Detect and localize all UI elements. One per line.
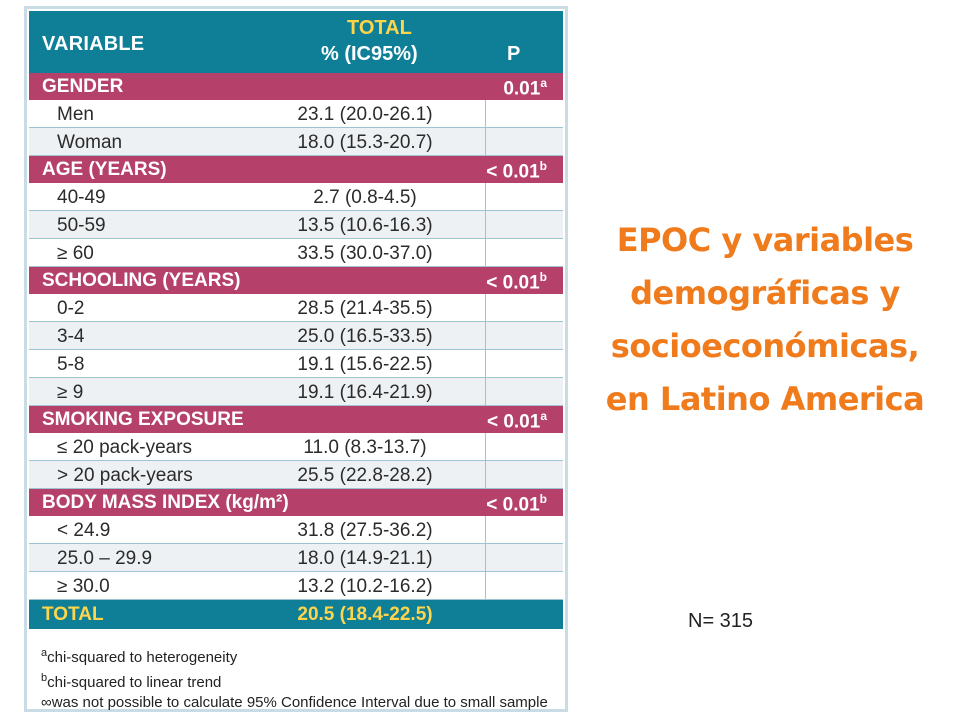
row-value: 18.0 (14.9-21.1) bbox=[297, 548, 433, 569]
row-value: 25.5 (22.8-28.2) bbox=[297, 465, 433, 486]
row-label: ≤ 20 pack-years bbox=[57, 437, 193, 458]
category-row: SCHOOLING (YEARS) < 0.01b bbox=[29, 267, 563, 294]
title-line: demográficas y bbox=[630, 274, 900, 312]
column-divider bbox=[485, 433, 486, 461]
footnote-mark: ∞ bbox=[41, 694, 52, 711]
table-row: 5-8 19.1 (15.6-22.5) bbox=[29, 350, 563, 378]
p-value: 0.01a bbox=[503, 76, 547, 100]
category-label: AGE (YEARS) bbox=[42, 159, 167, 180]
table-row: 3-4 25.0 (16.5-33.5) bbox=[29, 322, 563, 350]
row-label: ≥ 60 bbox=[57, 243, 94, 264]
row-label: Woman bbox=[57, 132, 123, 153]
row-value: 25.0 (16.5-33.5) bbox=[297, 326, 433, 347]
row-value: 31.8 (27.5-36.2) bbox=[297, 520, 433, 541]
column-divider bbox=[485, 350, 486, 378]
total-row: TOTAL 20.5 (18.4-22.5) bbox=[29, 600, 563, 629]
slide-title: EPOC y variables demográficas y socioeconó… bbox=[590, 214, 940, 426]
column-divider bbox=[485, 322, 486, 350]
column-divider bbox=[485, 516, 486, 544]
row-label: ≥ 30.0 bbox=[57, 576, 110, 597]
footnote-text: chi-squared to heterogeneity bbox=[47, 649, 238, 666]
footnote-text: chi-squared to linear trend bbox=[47, 674, 222, 691]
footnote-text: was not possible to calculate 95% Confid… bbox=[51, 694, 548, 711]
table-row: ≥ 9 19.1 (16.4-21.9) bbox=[29, 378, 563, 406]
column-divider bbox=[485, 572, 486, 600]
row-value: 18.0 (15.3-20.7) bbox=[297, 132, 433, 153]
category-label: GENDER bbox=[42, 76, 124, 97]
column-divider bbox=[485, 544, 486, 572]
total-label: TOTAL bbox=[42, 604, 104, 625]
table-row: 25.0 – 29.9 18.0 (14.9-21.1) bbox=[29, 544, 563, 572]
row-label: 25.0 – 29.9 bbox=[57, 548, 153, 569]
footnote-mark: a bbox=[41, 647, 48, 659]
row-value: 23.1 (20.0-26.1) bbox=[297, 104, 433, 125]
results-table: VARIABLE TOTAL % (IC95%) P GENDER 0.01a Me… bbox=[24, 6, 568, 712]
table-row: ≥ 30.0 13.2 (10.2-16.2) bbox=[29, 572, 563, 600]
row-value: 19.1 (15.6-22.5) bbox=[297, 354, 433, 375]
row-value: 2.7 (0.8-4.5) bbox=[313, 187, 417, 208]
row-value: 33.5 (30.0-37.0) bbox=[297, 243, 433, 264]
table-row: 50-59 13.5 (10.6-16.3) bbox=[29, 211, 563, 239]
row-value: 13.2 (10.2-16.2) bbox=[297, 576, 433, 597]
p-value: < 0.01a bbox=[486, 409, 547, 433]
column-divider bbox=[485, 211, 486, 239]
table-header: VARIABLE TOTAL % (IC95%) P bbox=[29, 11, 563, 73]
category-row: GENDER 0.01a bbox=[29, 73, 563, 100]
p-value: < 0.01b bbox=[486, 159, 547, 183]
row-label: 3-4 bbox=[57, 326, 85, 347]
title-line: en Latino America bbox=[605, 380, 925, 418]
table-row: 40-49 2.7 (0.8-4.5) bbox=[29, 183, 563, 211]
row-value: 11.0 (8.3-13.7) bbox=[303, 437, 427, 458]
row-label: 50-59 bbox=[57, 215, 106, 236]
table-row: Woman 18.0 (15.3-20.7) bbox=[29, 128, 563, 156]
footnote: ∞was not possible to calculate 95% Confi… bbox=[41, 693, 548, 713]
table-row: > 20 pack-years 25.5 (22.8-28.2) bbox=[29, 461, 563, 489]
column-divider bbox=[485, 128, 486, 156]
title-line: EPOC y variables bbox=[616, 221, 914, 259]
category-row: BODY MASS INDEX (kg/m²) < 0.01b bbox=[29, 489, 563, 516]
title-line: socioeconómicas, bbox=[610, 327, 920, 365]
table-row: 0-2 28.5 (21.4-35.5) bbox=[29, 294, 563, 322]
row-label: 0-2 bbox=[57, 298, 85, 319]
column-divider bbox=[485, 461, 486, 489]
footnote-mark: b bbox=[41, 672, 48, 684]
column-divider bbox=[485, 100, 486, 128]
p-value: < 0.01b bbox=[486, 270, 547, 294]
category-label: BODY MASS INDEX (kg/m²) bbox=[42, 492, 289, 513]
row-label: < 24.9 bbox=[57, 520, 111, 541]
footnote: bchi-squared to linear trend bbox=[41, 668, 548, 693]
table-footnotes: achi-squared to heterogeneity bchi-square… bbox=[41, 643, 548, 713]
table-row: Men 23.1 (20.0-26.1) bbox=[29, 100, 563, 128]
header-total: TOTAL bbox=[347, 17, 412, 39]
header-variable: VARIABLE bbox=[42, 33, 145, 55]
p-value: < 0.01b bbox=[486, 492, 547, 516]
column-divider bbox=[485, 239, 486, 267]
header-p: P bbox=[507, 43, 521, 65]
row-label: Men bbox=[57, 104, 94, 125]
footnote: achi-squared to heterogeneity bbox=[41, 643, 548, 668]
column-divider bbox=[485, 183, 486, 211]
table-row: ≤ 20 pack-years 11.0 (8.3-13.7) bbox=[29, 433, 563, 461]
category-row: SMOKING EXPOSURE < 0.01a bbox=[29, 406, 563, 433]
category-label: SCHOOLING (YEARS) bbox=[42, 270, 241, 291]
row-label: 40-49 bbox=[57, 187, 106, 208]
table-row: < 24.9 31.8 (27.5-36.2) bbox=[29, 516, 563, 544]
row-label: > 20 pack-years bbox=[57, 465, 193, 486]
total-value: 20.5 (18.4-22.5) bbox=[297, 604, 433, 625]
row-value: 19.1 (16.4-21.9) bbox=[297, 382, 433, 403]
table-row: ≥ 60 33.5 (30.0-37.0) bbox=[29, 239, 563, 267]
header-percent-ci: % (IC95%) bbox=[321, 43, 418, 65]
row-label: 5-8 bbox=[57, 354, 85, 375]
row-value: 28.5 (21.4-35.5) bbox=[297, 298, 433, 319]
row-value: 13.5 (10.6-16.3) bbox=[297, 215, 433, 236]
row-label: ≥ 9 bbox=[57, 382, 84, 403]
column-divider bbox=[485, 294, 486, 322]
category-row: AGE (YEARS) < 0.01b bbox=[29, 156, 563, 183]
sample-size-label: N= 315 bbox=[688, 610, 754, 632]
category-label: SMOKING EXPOSURE bbox=[42, 409, 244, 430]
column-divider bbox=[485, 378, 486, 406]
